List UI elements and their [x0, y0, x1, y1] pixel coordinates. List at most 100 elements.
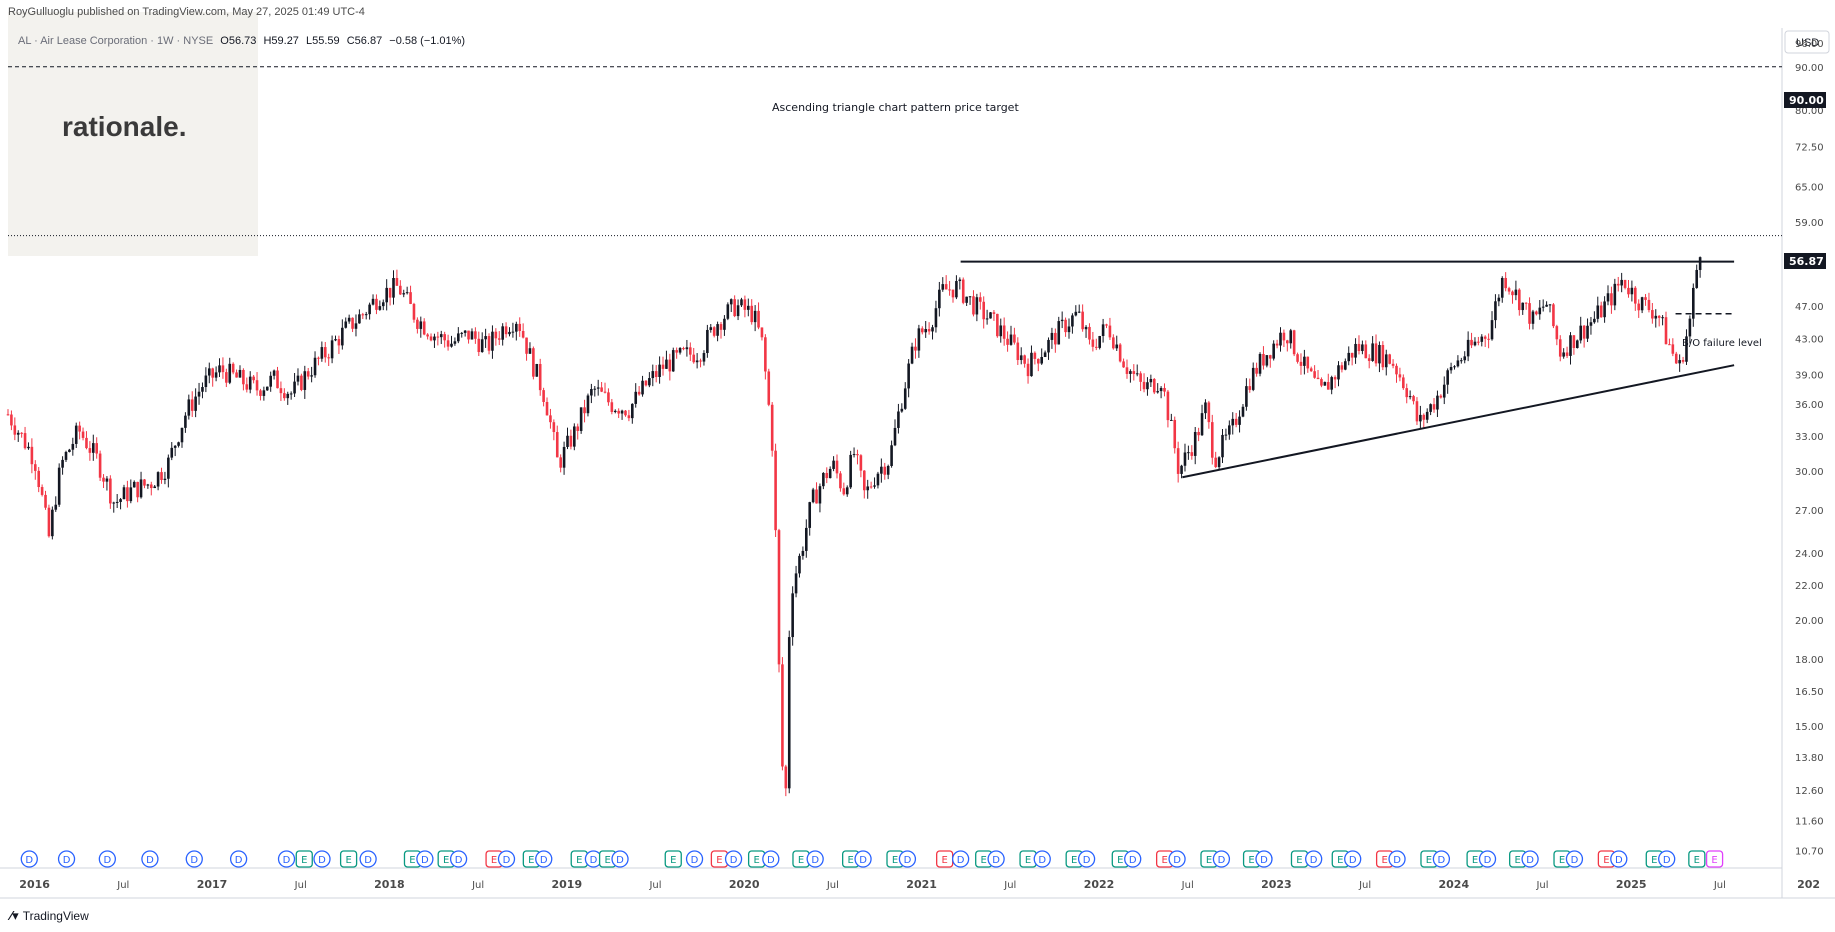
candle-body [1292, 330, 1296, 355]
candle-body [1030, 352, 1033, 377]
candle-body [180, 427, 184, 443]
dividend-marker [1344, 850, 1362, 868]
earnings-marker-label: E [1603, 855, 1609, 866]
y-tick-label: 72.50 [1795, 142, 1824, 153]
candle-body [723, 318, 726, 330]
candle-body [1043, 352, 1047, 357]
candle-body [1681, 360, 1685, 362]
candle-body [102, 477, 105, 482]
candle-body [105, 478, 109, 482]
earnings-marker-label: E [345, 855, 351, 866]
currency-button-bg[interactable] [1784, 30, 1830, 54]
symbol-line[interactable]: AL · Air Lease Corporation · 1W · NYSE [18, 35, 214, 47]
candle-body [1388, 354, 1391, 364]
dividend-marker [1388, 850, 1406, 868]
x-tick-label: Jul [1003, 880, 1016, 891]
candle-body [81, 431, 85, 438]
candle-body [508, 331, 511, 335]
candle-body [1535, 311, 1538, 315]
candle-body [706, 329, 709, 354]
candle-body [126, 487, 129, 502]
dividend-marker [1658, 850, 1676, 868]
candle-body [924, 329, 928, 333]
candle-body [938, 289, 941, 309]
candle-body [1200, 413, 1204, 436]
candle-body [845, 487, 849, 495]
candle-body [1480, 336, 1484, 342]
candle-body [1251, 367, 1255, 390]
candle-body [337, 339, 341, 346]
candle-body [265, 386, 269, 391]
candle-body [1415, 401, 1419, 422]
candle-body [1494, 301, 1497, 321]
candle-body [985, 318, 989, 320]
candle-body [839, 473, 842, 489]
candle-body [1238, 416, 1241, 425]
candle-body [1207, 402, 1211, 423]
candle-body [27, 446, 30, 449]
candle-body [1139, 373, 1142, 382]
candle-body [801, 550, 805, 556]
candle-body [1668, 344, 1671, 346]
candle-body [695, 360, 699, 363]
candle-body [1344, 361, 1347, 370]
candle-body [51, 509, 54, 537]
candle-body [1303, 356, 1306, 366]
candle-body [866, 486, 870, 491]
dividend-marker-label: D [859, 855, 867, 866]
candle-body [733, 299, 736, 317]
candle-body [1371, 343, 1374, 361]
candle-body [1446, 370, 1449, 385]
candle-body [815, 489, 818, 504]
earnings-marker [339, 850, 358, 868]
currency-button[interactable]: USD [1796, 37, 1819, 49]
footer-brand[interactable]: ⁄▾ TradingView [10, 908, 89, 924]
earnings-marker-label: E [1337, 855, 1343, 866]
candle-body [211, 368, 214, 378]
candle-body [1313, 371, 1316, 378]
candle-body [1286, 340, 1289, 344]
footer-brand-label: TradingView [22, 909, 89, 923]
candle-body [651, 371, 655, 379]
x-tick-label: 2019 [551, 878, 582, 891]
candle-body [975, 297, 979, 315]
candle-body [1603, 301, 1606, 318]
candle-body [1565, 352, 1569, 356]
earnings-marker-label: E [1559, 855, 1565, 866]
candle-body [1654, 315, 1658, 319]
candle-body [1050, 332, 1054, 340]
x-tick-label: 2022 [1084, 878, 1115, 891]
candle-body [798, 555, 801, 574]
candle-body [242, 369, 245, 385]
last-price-tag: 56.87 [1789, 255, 1824, 268]
earnings-marker-label: E [1206, 855, 1212, 866]
y-tick-label: 47.00 [1795, 302, 1824, 313]
candle-body [300, 375, 303, 390]
candle-body [740, 299, 743, 306]
candle-body [1187, 452, 1190, 454]
candle-body [16, 432, 20, 435]
candle-body [668, 359, 672, 372]
earnings-marker-label: E [981, 855, 987, 866]
earnings-marker-label: E [1711, 855, 1717, 866]
x-tick-label: Jul [1713, 880, 1726, 891]
candle-body [716, 324, 719, 336]
dividend-marker [416, 850, 434, 868]
dividend-marker-label: D [364, 855, 372, 866]
y-tick-label: 24.00 [1795, 549, 1824, 560]
dividend-marker [359, 850, 377, 868]
candle-body [1163, 387, 1166, 392]
candle-body [1122, 361, 1125, 368]
candle-body [1412, 396, 1415, 402]
candle-body [439, 334, 443, 338]
candle-body [941, 284, 945, 290]
candle-body [610, 402, 614, 412]
candle-body [1500, 277, 1504, 298]
candle-body [1173, 419, 1177, 449]
earnings-marker-label: E [528, 855, 534, 866]
candle-body [692, 354, 696, 363]
candle-body [1518, 289, 1521, 311]
candle-body [1309, 368, 1313, 372]
candle-body [1589, 322, 1593, 326]
